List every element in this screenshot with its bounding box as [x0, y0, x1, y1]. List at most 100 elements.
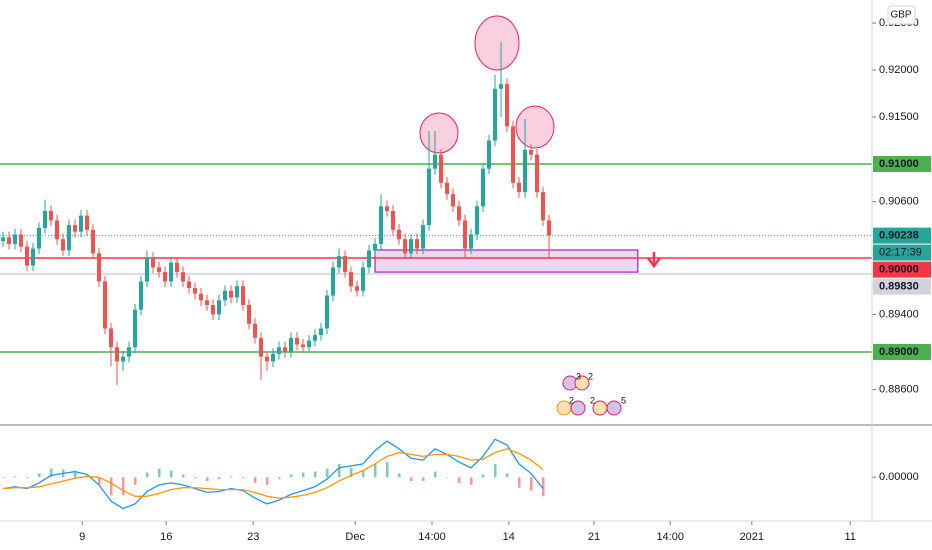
candle-body — [235, 286, 240, 298]
candle-body — [67, 225, 72, 251]
event-count: 2 — [569, 395, 574, 405]
candle-body — [253, 323, 258, 338]
y-tick-label: 0.91500 — [879, 111, 919, 123]
histogram-bar — [494, 463, 497, 478]
histogram-bar — [434, 471, 437, 478]
candle-body — [19, 234, 24, 247]
histogram-bar — [386, 462, 389, 478]
candle-body — [325, 295, 330, 329]
candle-body — [307, 340, 312, 348]
event-icon — [606, 400, 622, 416]
event-count: 2 — [590, 395, 595, 405]
candle-body — [547, 220, 552, 236]
countdown-label: 02:17:39 — [879, 247, 922, 259]
event-icons: 3 2 2 2 5 — [556, 371, 626, 416]
candle-body — [331, 267, 336, 296]
histogram-bar — [98, 477, 101, 485]
candle-body — [355, 286, 360, 291]
price-label-box — [873, 227, 931, 244]
histogram-bar — [422, 477, 425, 482]
candle-body — [319, 328, 324, 336]
candle-body — [277, 347, 282, 354]
histogram-bar — [266, 477, 269, 485]
candle-body — [175, 262, 180, 273]
histogram-bar — [50, 468, 53, 478]
candle-body — [259, 337, 264, 357]
candle-body — [103, 281, 108, 329]
countdown-box — [873, 244, 931, 261]
candle-body — [97, 253, 102, 282]
histogram-bar — [134, 477, 137, 485]
candle-body — [337, 256, 342, 268]
candle-body — [469, 234, 474, 249]
head-ellipse — [474, 15, 520, 71]
left-shoulder-ellipse — [419, 112, 459, 154]
x-tick-label: 11 — [845, 531, 856, 543]
candle-body — [157, 267, 162, 273]
histogram-bar — [482, 474, 485, 478]
candle-body — [433, 154, 438, 169]
candle-body — [163, 272, 168, 282]
histogram-bar — [254, 477, 257, 483]
candle-body — [361, 267, 366, 291]
candle-body — [31, 248, 36, 266]
x-tick-label: Dec — [345, 531, 365, 543]
candle-body — [43, 210, 48, 228]
candle-body — [247, 304, 252, 324]
histogram-bar — [398, 473, 401, 478]
histogram-bar — [350, 467, 353, 478]
candle-body — [493, 88, 498, 141]
candle-body — [169, 262, 174, 282]
candle-body — [409, 239, 414, 254]
candle-body — [271, 353, 276, 362]
histogram-bar — [302, 472, 305, 478]
event-icon — [570, 400, 586, 416]
candle-body — [445, 182, 450, 195]
candle-body — [85, 215, 90, 230]
candle-body — [151, 257, 156, 268]
histogram-bar — [14, 476, 17, 478]
x-tick-label: 21 — [588, 531, 600, 543]
candle-body — [211, 304, 216, 315]
candle-body — [427, 168, 432, 226]
candle-body — [391, 210, 396, 230]
candle-body — [463, 220, 468, 249]
histogram-bar — [74, 470, 77, 478]
candle-body — [37, 227, 42, 249]
candle-body — [451, 194, 456, 207]
price-label: 0.90238 — [879, 230, 919, 242]
candle-body — [217, 300, 222, 315]
currency-label[interactable]: GBP — [890, 10, 911, 21]
histogram-bar — [110, 477, 113, 496]
x-tick-label: 14:00 — [418, 531, 446, 543]
histogram-bar — [458, 477, 461, 483]
y-tick-label: 0.90600 — [879, 196, 919, 208]
histogram-bar — [170, 470, 173, 478]
histogram-bar — [314, 471, 317, 478]
price-label-box — [873, 261, 931, 278]
candle-body — [313, 335, 318, 341]
candle-body — [457, 206, 462, 221]
currency-box[interactable] — [887, 5, 916, 25]
indicator-line — [2, 448, 544, 499]
candle-body — [1, 237, 6, 242]
price-label-box — [873, 156, 931, 173]
event-icon — [592, 400, 608, 416]
candle-body — [187, 281, 192, 289]
y-tick-label: 0.92000 — [879, 64, 919, 76]
candle-body — [241, 286, 246, 305]
x-tick-label: 2021 — [740, 531, 764, 543]
candle-body — [193, 288, 198, 294]
candle-body — [301, 344, 306, 348]
histogram-bar — [230, 476, 233, 478]
candle-body — [289, 337, 294, 352]
price-label: 0.90000 — [879, 264, 919, 276]
histogram-bar — [530, 477, 533, 491]
candle-body — [205, 300, 210, 305]
x-tick-label: 14 — [503, 531, 515, 543]
candle-body — [283, 347, 288, 352]
histogram-bar — [242, 477, 245, 479]
candle-body — [385, 206, 390, 211]
histogram-bar — [218, 477, 221, 480]
